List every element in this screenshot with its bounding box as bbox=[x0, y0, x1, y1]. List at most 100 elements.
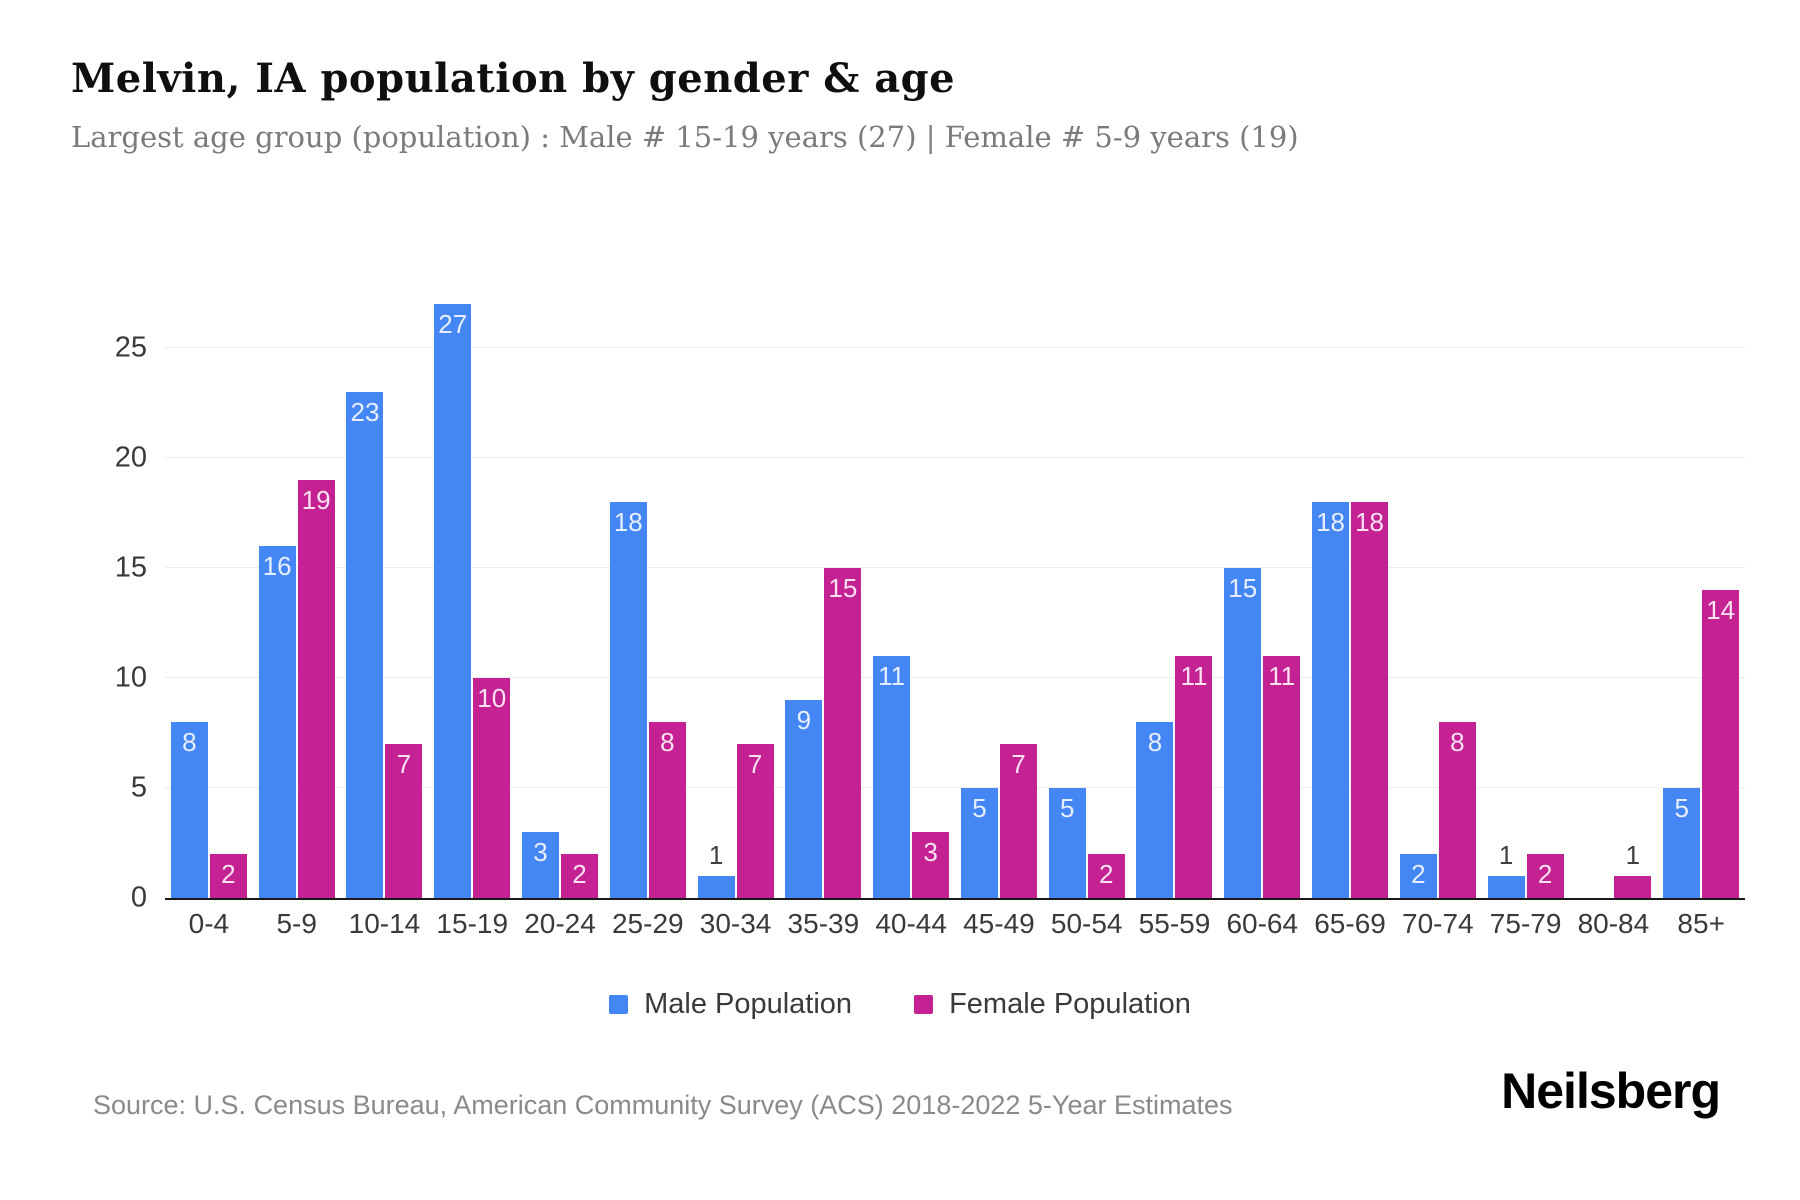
bar-value-label: 8 bbox=[1147, 727, 1163, 757]
bar-value-label: 3 bbox=[923, 837, 938, 867]
chart-subtitle: Largest age group (population) : Male # … bbox=[71, 120, 1299, 154]
x-tick-45-49: 45-49 bbox=[963, 908, 1035, 939]
bar-male-85+: 5 bbox=[1663, 788, 1701, 898]
bar-value-label: 7 bbox=[1011, 749, 1026, 779]
bar-male-75-79: 1 bbox=[1487, 840, 1525, 898]
bar-male-65-69: 18 bbox=[1312, 502, 1350, 898]
bar-value-label: 2 bbox=[1411, 859, 1426, 889]
bar-female-65-69: 18 bbox=[1351, 502, 1389, 898]
chart-title: Melvin, IA population by gender & age bbox=[71, 55, 956, 102]
bar-value-label: 16 bbox=[262, 551, 292, 581]
bar-value-label: 8 bbox=[660, 727, 675, 757]
bar-male-50-54: 5 bbox=[1048, 788, 1086, 898]
bar-group-85+: 5 14 bbox=[1657, 235, 1745, 898]
bar-value-label: 8 bbox=[1450, 727, 1465, 757]
bar-value-label: 2 bbox=[1098, 859, 1114, 889]
x-tick-30-34: 30-34 bbox=[699, 908, 772, 939]
bar-value-label: 5 bbox=[972, 793, 987, 823]
bar-female-0-4: 2 bbox=[209, 854, 247, 898]
bar-value-label: 11 bbox=[1268, 661, 1296, 691]
bar-female-75-79: 2 bbox=[1526, 854, 1564, 898]
bar-value-label: 18 bbox=[1316, 507, 1345, 537]
bar-value-label: 2 bbox=[1537, 859, 1553, 889]
bar-male-70-74: 2 bbox=[1399, 854, 1437, 898]
bar-value-label: 23 bbox=[350, 397, 380, 427]
bar-value-label: 11 bbox=[1180, 661, 1208, 691]
x-tick-60-64: 60-64 bbox=[1226, 908, 1299, 939]
bar-value-label: 3 bbox=[533, 837, 548, 867]
bar-value-label: 7 bbox=[396, 749, 412, 779]
y-tick-15: 15 bbox=[114, 551, 147, 584]
bar-female-35-39: 15 bbox=[824, 568, 862, 898]
bar-value-label: 27 bbox=[438, 309, 468, 339]
bar-value-label: 18 bbox=[1355, 507, 1384, 537]
bar-female-15-19: 10 bbox=[473, 678, 511, 898]
bar-value-label: 15 bbox=[1228, 573, 1258, 603]
x-tick-85+: 85+ bbox=[1677, 908, 1725, 939]
x-tick-75-79: 75-79 bbox=[1489, 908, 1562, 939]
bar-female-60-64: 11 bbox=[1263, 656, 1301, 898]
bar-male-5-9: 16 bbox=[258, 546, 296, 898]
legend-label: Female Population bbox=[949, 988, 1191, 1020]
bar-male-55-59: 8 bbox=[1136, 722, 1174, 898]
bar-value-label: 1 bbox=[1498, 840, 1514, 870]
chart-legend: Male Population Female Population bbox=[0, 988, 1800, 1021]
bar-male-0-4: 8 bbox=[170, 722, 208, 898]
gridline-20 bbox=[165, 457, 1745, 458]
bar-group-40-44: 11 3 bbox=[867, 235, 955, 898]
gridline-10 bbox=[165, 677, 1745, 678]
y-tick-5: 5 bbox=[130, 771, 147, 804]
y-tick-0: 0 bbox=[130, 881, 147, 914]
bar-value-label: 1 bbox=[1625, 840, 1641, 870]
bar-female-45-49: 7 bbox=[999, 744, 1037, 898]
x-tick-65-69: 65-69 bbox=[1314, 908, 1386, 939]
bar-female-80-84: 1 bbox=[1614, 840, 1652, 898]
bar-female-55-59: 11 bbox=[1175, 656, 1213, 898]
bar-value-label: 7 bbox=[747, 749, 763, 779]
x-tick-55-59: 55-59 bbox=[1138, 908, 1211, 939]
bar-group-5-9: 16 19 bbox=[253, 235, 341, 898]
bar-male-30-34: 1 bbox=[697, 840, 735, 898]
bar-value-label: 8 bbox=[182, 727, 197, 757]
gridline-25 bbox=[165, 347, 1745, 348]
bar-value-label: 15 bbox=[828, 573, 858, 603]
bar-female-50-54: 2 bbox=[1087, 854, 1125, 898]
bar-value-label: 18 bbox=[613, 507, 643, 537]
bar-value-label: 19 bbox=[301, 485, 331, 515]
x-tick-10-14: 10-14 bbox=[348, 908, 421, 939]
plot-area: 0 5 10 15 20 25 8 2 16 19 23 7 27 10 3 2 18 8 1 7 9 15 11 3 5 7 5 2… bbox=[115, 235, 1745, 914]
bar-male-35-39: 9 bbox=[785, 700, 823, 898]
y-tick-25: 25 bbox=[114, 331, 147, 364]
bar-value-label: 2 bbox=[572, 859, 587, 889]
x-tick-5-9: 5-9 bbox=[276, 908, 317, 939]
bar-value-label: 14 bbox=[1706, 595, 1736, 625]
source-note: Source: U.S. Census Bureau, American Com… bbox=[93, 1090, 1233, 1120]
legend-swatch-icon bbox=[609, 995, 629, 1014]
bar-female-5-9: 19 bbox=[297, 480, 335, 898]
bar-female-70-74: 8 bbox=[1438, 722, 1476, 898]
legend-item-male: Male Population bbox=[609, 988, 852, 1021]
bar-value-label: 9 bbox=[796, 705, 812, 735]
x-tick-20-24: 20-24 bbox=[524, 908, 596, 939]
bar-group-35-39: 9 15 bbox=[779, 235, 867, 898]
bar-male-45-49: 5 bbox=[960, 788, 998, 898]
legend-item-female: Female Population bbox=[914, 988, 1191, 1021]
y-tick-10: 10 bbox=[114, 661, 147, 694]
bar-group-10-14: 23 7 bbox=[341, 235, 429, 898]
bar-group-55-59: 8 11 bbox=[1131, 235, 1219, 898]
bar-value-label: 5 bbox=[1674, 793, 1689, 823]
bar-male-25-29: 18 bbox=[609, 502, 647, 898]
bar-value-label: 1 bbox=[708, 840, 724, 870]
x-tick-80-84: 80-84 bbox=[1577, 908, 1650, 939]
bar-group-25-29: 18 8 bbox=[604, 235, 692, 898]
y-tick-20: 20 bbox=[114, 441, 147, 474]
bar-male-10-14: 23 bbox=[346, 392, 384, 898]
x-tick-50-54: 50-54 bbox=[1050, 908, 1123, 939]
legend-swatch-icon bbox=[914, 995, 934, 1014]
